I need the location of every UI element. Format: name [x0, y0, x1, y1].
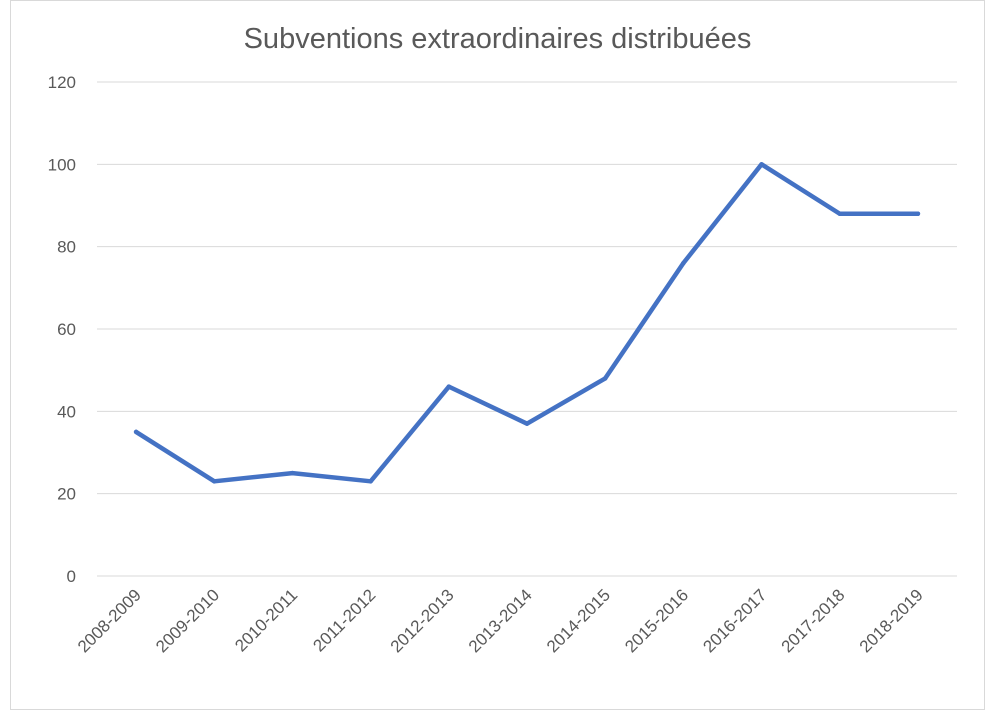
data-point: [837, 211, 842, 216]
x-tick-label: 2010-2011: [231, 585, 301, 655]
x-tick-label: 2014-2015: [543, 585, 614, 656]
data-point: [446, 384, 452, 389]
chart-frame: Subventions extraordinaires distribuées: [10, 0, 985, 710]
x-tick-label: 2017-2018: [778, 585, 849, 656]
y-tick-label: 0: [67, 567, 76, 586]
x-tick-label: 2018-2019: [856, 585, 927, 656]
data-point: [681, 260, 686, 266]
data-point: [759, 162, 764, 167]
chart-title: Subventions extraordinaires distribuées: [243, 23, 752, 55]
data-point: [524, 421, 530, 426]
data-point: [602, 376, 608, 381]
y-tick-label: 20: [57, 485, 76, 504]
x-tick-label: 2016-2017: [699, 585, 770, 656]
data-point: [133, 429, 139, 435]
data-point: [915, 211, 921, 216]
x-tick-label: 2012-2013: [387, 585, 458, 656]
x-tick-label: 2015-2016: [621, 585, 692, 656]
x-tick-label: 2011-2012: [309, 585, 379, 655]
y-tick-label: 100: [48, 155, 76, 174]
x-tick-label: 2013-2014: [465, 585, 536, 656]
x-tick-label: 2009-2010: [152, 585, 223, 656]
series-line: [133, 162, 921, 484]
y-tick-label: 80: [57, 238, 76, 257]
y-tick-label: 120: [48, 73, 76, 92]
y-tick-label: 60: [57, 320, 76, 339]
data-point: [290, 470, 295, 476]
data-point: [212, 479, 217, 484]
y-tick-label: 40: [57, 402, 76, 421]
x-tick-label: 2008-2009: [74, 585, 145, 656]
data-point: [368, 479, 373, 484]
